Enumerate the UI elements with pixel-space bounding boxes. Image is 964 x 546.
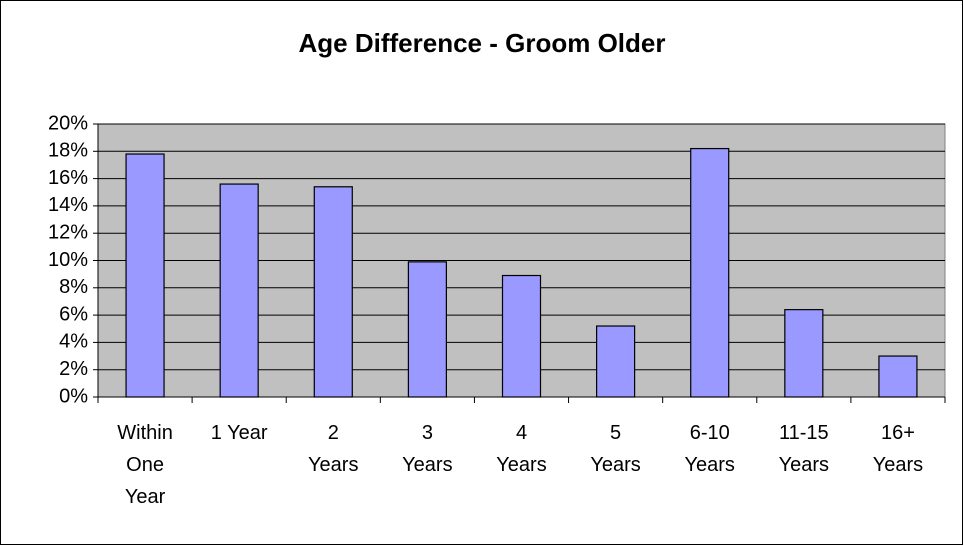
y-tick-label: 0% — [59, 385, 88, 407]
x-tick-label: 1 Year — [210, 422, 268, 444]
bar — [313, 186, 353, 398]
y-tick-label: 10% — [48, 249, 88, 271]
x-tick-label: 5 Years — [590, 422, 641, 476]
x-tick-label: 6-10 Years — [684, 422, 735, 476]
bar — [407, 261, 447, 398]
y-tick-label: 6% — [59, 303, 88, 325]
bar — [596, 325, 636, 398]
y-tick-label: 18% — [48, 140, 88, 162]
x-tick-label: 2 Years — [308, 422, 359, 476]
x-tick-label: 4 Years — [496, 422, 547, 476]
y-tick-label: 2% — [59, 358, 88, 380]
x-tick-label: 11-15 Years — [778, 422, 830, 476]
bar — [125, 153, 165, 398]
y-tick-label: 12% — [48, 221, 88, 243]
chart-title: Age Difference - Groom Older — [299, 28, 666, 58]
x-tick-label: 3 Years — [402, 422, 453, 476]
bar — [501, 274, 542, 398]
y-tick-label: 4% — [59, 331, 88, 353]
y-tick-label: 8% — [59, 276, 88, 298]
y-tick-label: 20% — [48, 112, 88, 134]
bar — [219, 183, 259, 398]
bar — [690, 147, 730, 398]
x-tick-label: 16+ Years — [872, 422, 924, 476]
bar — [784, 309, 824, 398]
y-tick-label: 14% — [48, 194, 88, 216]
y-tick-label: 16% — [48, 167, 88, 189]
x-tick-label: Within One Year — [117, 422, 173, 508]
bar — [878, 355, 918, 398]
